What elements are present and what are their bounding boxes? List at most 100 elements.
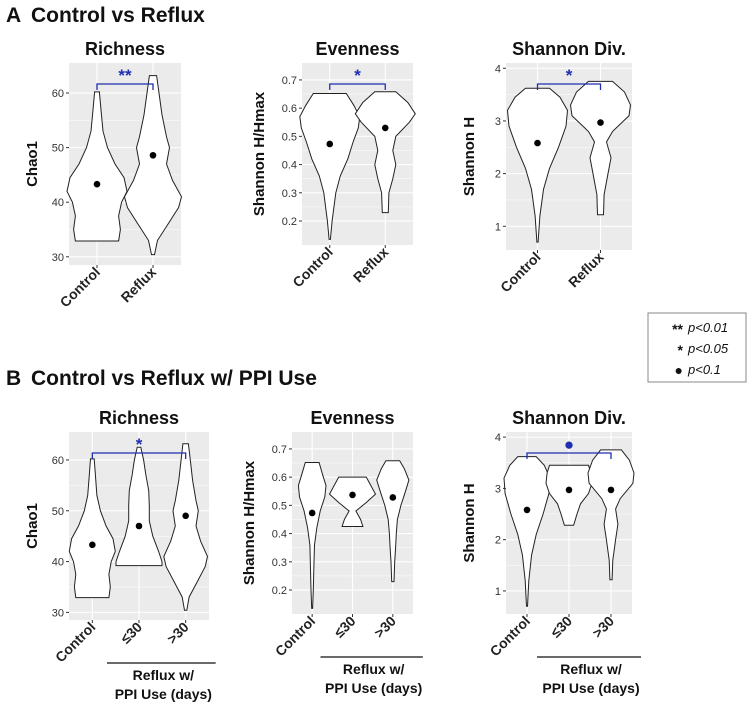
violin-≤30 (115, 446, 163, 567)
violin-Reflux (354, 91, 416, 214)
y-tick-label: 0.3 (272, 557, 287, 569)
section-b-letter: B (6, 367, 21, 390)
y-tick-label: 0.3 (282, 188, 297, 200)
y-tick-label: 0.7 (282, 75, 297, 87)
y-tick-label: 30 (52, 607, 64, 619)
mean-point (135, 522, 143, 530)
x-category-label: Control (497, 249, 544, 296)
violin-Reflux (123, 75, 183, 256)
y-axis-label: Shannon H/Hmax (241, 460, 258, 585)
violin-panel-b3: 1 2 3 4 Control ≤30 >30 Shannon Div. Shannon H ● R… (461, 408, 641, 696)
significance-marker: * (566, 66, 573, 85)
violin-panel-b1: 30 40 50 60 Control ≤30 >30 Richness Chao1 * Reflu… (24, 408, 216, 702)
violin-Reflux (569, 80, 632, 216)
y-axis-label: Chao1 (24, 503, 41, 549)
x-category-label: Reflux (118, 264, 160, 306)
y-tick-label: 0.5 (272, 500, 287, 512)
y-tick-label: 60 (52, 455, 64, 467)
violin->30 (587, 449, 635, 581)
section-a-title: Control vs Reflux (31, 4, 205, 27)
legend-symbol: ● (675, 362, 683, 378)
y-tick-label: 0.7 (272, 444, 287, 456)
legend-text: p<0.05 (687, 341, 729, 356)
mean-point (326, 140, 334, 148)
legend-symbol: ** (672, 321, 683, 337)
violin-panel-a3: 1 2 3 4 Control Reflux Shannon Div. Shannon H * (461, 39, 632, 295)
violin->30 (163, 443, 209, 611)
y-tick-label: 0.4 (282, 160, 297, 172)
x-category-label: Control (57, 264, 104, 311)
violin-Control (68, 458, 116, 599)
y-tick-label: 2 (495, 169, 501, 181)
mean-point (607, 486, 615, 494)
violin-Control (506, 87, 569, 243)
group-label: Reflux w/ (343, 661, 405, 677)
violin-≤30 (545, 464, 593, 526)
panel-title: Shannon Div. (512, 39, 626, 59)
y-tick-label: 3 (495, 116, 501, 128)
significance-bracket (91, 452, 187, 459)
y-axis-label: Shannon H/Hmax (251, 91, 268, 216)
y-tick-label: 0.6 (282, 103, 297, 115)
group-label: PPI Use (days) (115, 686, 212, 702)
mean-point (93, 180, 101, 188)
mean-point (597, 119, 604, 126)
violin-Control (503, 456, 551, 607)
panel-title: Richness (85, 39, 165, 59)
significance-marker: ● (564, 435, 574, 454)
y-tick-label: 30 (52, 252, 64, 264)
x-category-label: ≤30 (117, 619, 145, 647)
violin-panel-a1: 30 40 50 60 Control Reflux Richness Chao1 ** (24, 39, 183, 311)
y-tick-label: 50 (52, 506, 64, 518)
violin->30 (376, 460, 410, 583)
violin-panel-b2: 0.2 0.3 0.4 0.5 0.6 0.7 Control ≤30 >30 Evenness S… (241, 408, 423, 696)
significance-bracket (96, 83, 154, 90)
significance-marker: * (354, 66, 361, 85)
x-category-label: ≤30 (547, 613, 575, 641)
y-tick-label: 60 (52, 88, 64, 100)
x-category-label: Reflux (350, 244, 392, 286)
section-a-letter: A (6, 4, 21, 27)
x-category-label: Reflux (565, 249, 607, 291)
mean-point (89, 541, 96, 549)
legend-text: p<0.01 (687, 320, 728, 335)
mean-point (565, 486, 573, 494)
violin-≤30 (328, 476, 377, 527)
x-category-label: >30 (371, 613, 399, 641)
y-tick-label: 3 (495, 483, 501, 495)
y-axis-label: Chao1 (24, 141, 41, 187)
y-tick-label: 4 (495, 63, 501, 75)
y-tick-label: 0.2 (272, 585, 287, 597)
legend-text: p<0.1 (687, 362, 721, 377)
x-category-label: >30 (589, 613, 617, 641)
x-category-label: Control (272, 613, 319, 660)
y-tick-label: 0.2 (282, 216, 297, 228)
mean-point (534, 139, 541, 147)
group-label: Reflux w/ (560, 661, 622, 677)
mean-point (182, 512, 189, 520)
y-tick-label: 1 (495, 586, 501, 598)
mean-point (523, 506, 531, 514)
x-category-label: ≤30 (331, 613, 359, 641)
y-tick-label: 2 (495, 535, 501, 547)
mean-point (149, 151, 157, 159)
group-label: PPI Use (days) (542, 680, 639, 696)
significance-marker: ** (118, 66, 132, 85)
y-axis-label: Shannon H (461, 483, 478, 562)
y-axis-label: Shannon H (461, 117, 478, 196)
legend-symbol: * (678, 342, 684, 358)
x-category-label: >30 (164, 619, 192, 647)
x-category-label: Control (289, 244, 336, 291)
panel-title: Shannon Div. (512, 408, 626, 428)
panel-title: Evenness (310, 408, 394, 428)
y-tick-label: 0.6 (272, 472, 287, 484)
panel-title: Evenness (315, 39, 399, 59)
y-tick-label: 1 (495, 221, 501, 233)
violin-Control (297, 462, 327, 609)
significance-bracket (536, 83, 602, 90)
group-label: PPI Use (days) (325, 680, 422, 696)
section-b-title: Control vs Reflux w/ PPI Use (31, 367, 317, 390)
x-category-label: Control (52, 619, 99, 666)
violin-Control (299, 93, 361, 240)
